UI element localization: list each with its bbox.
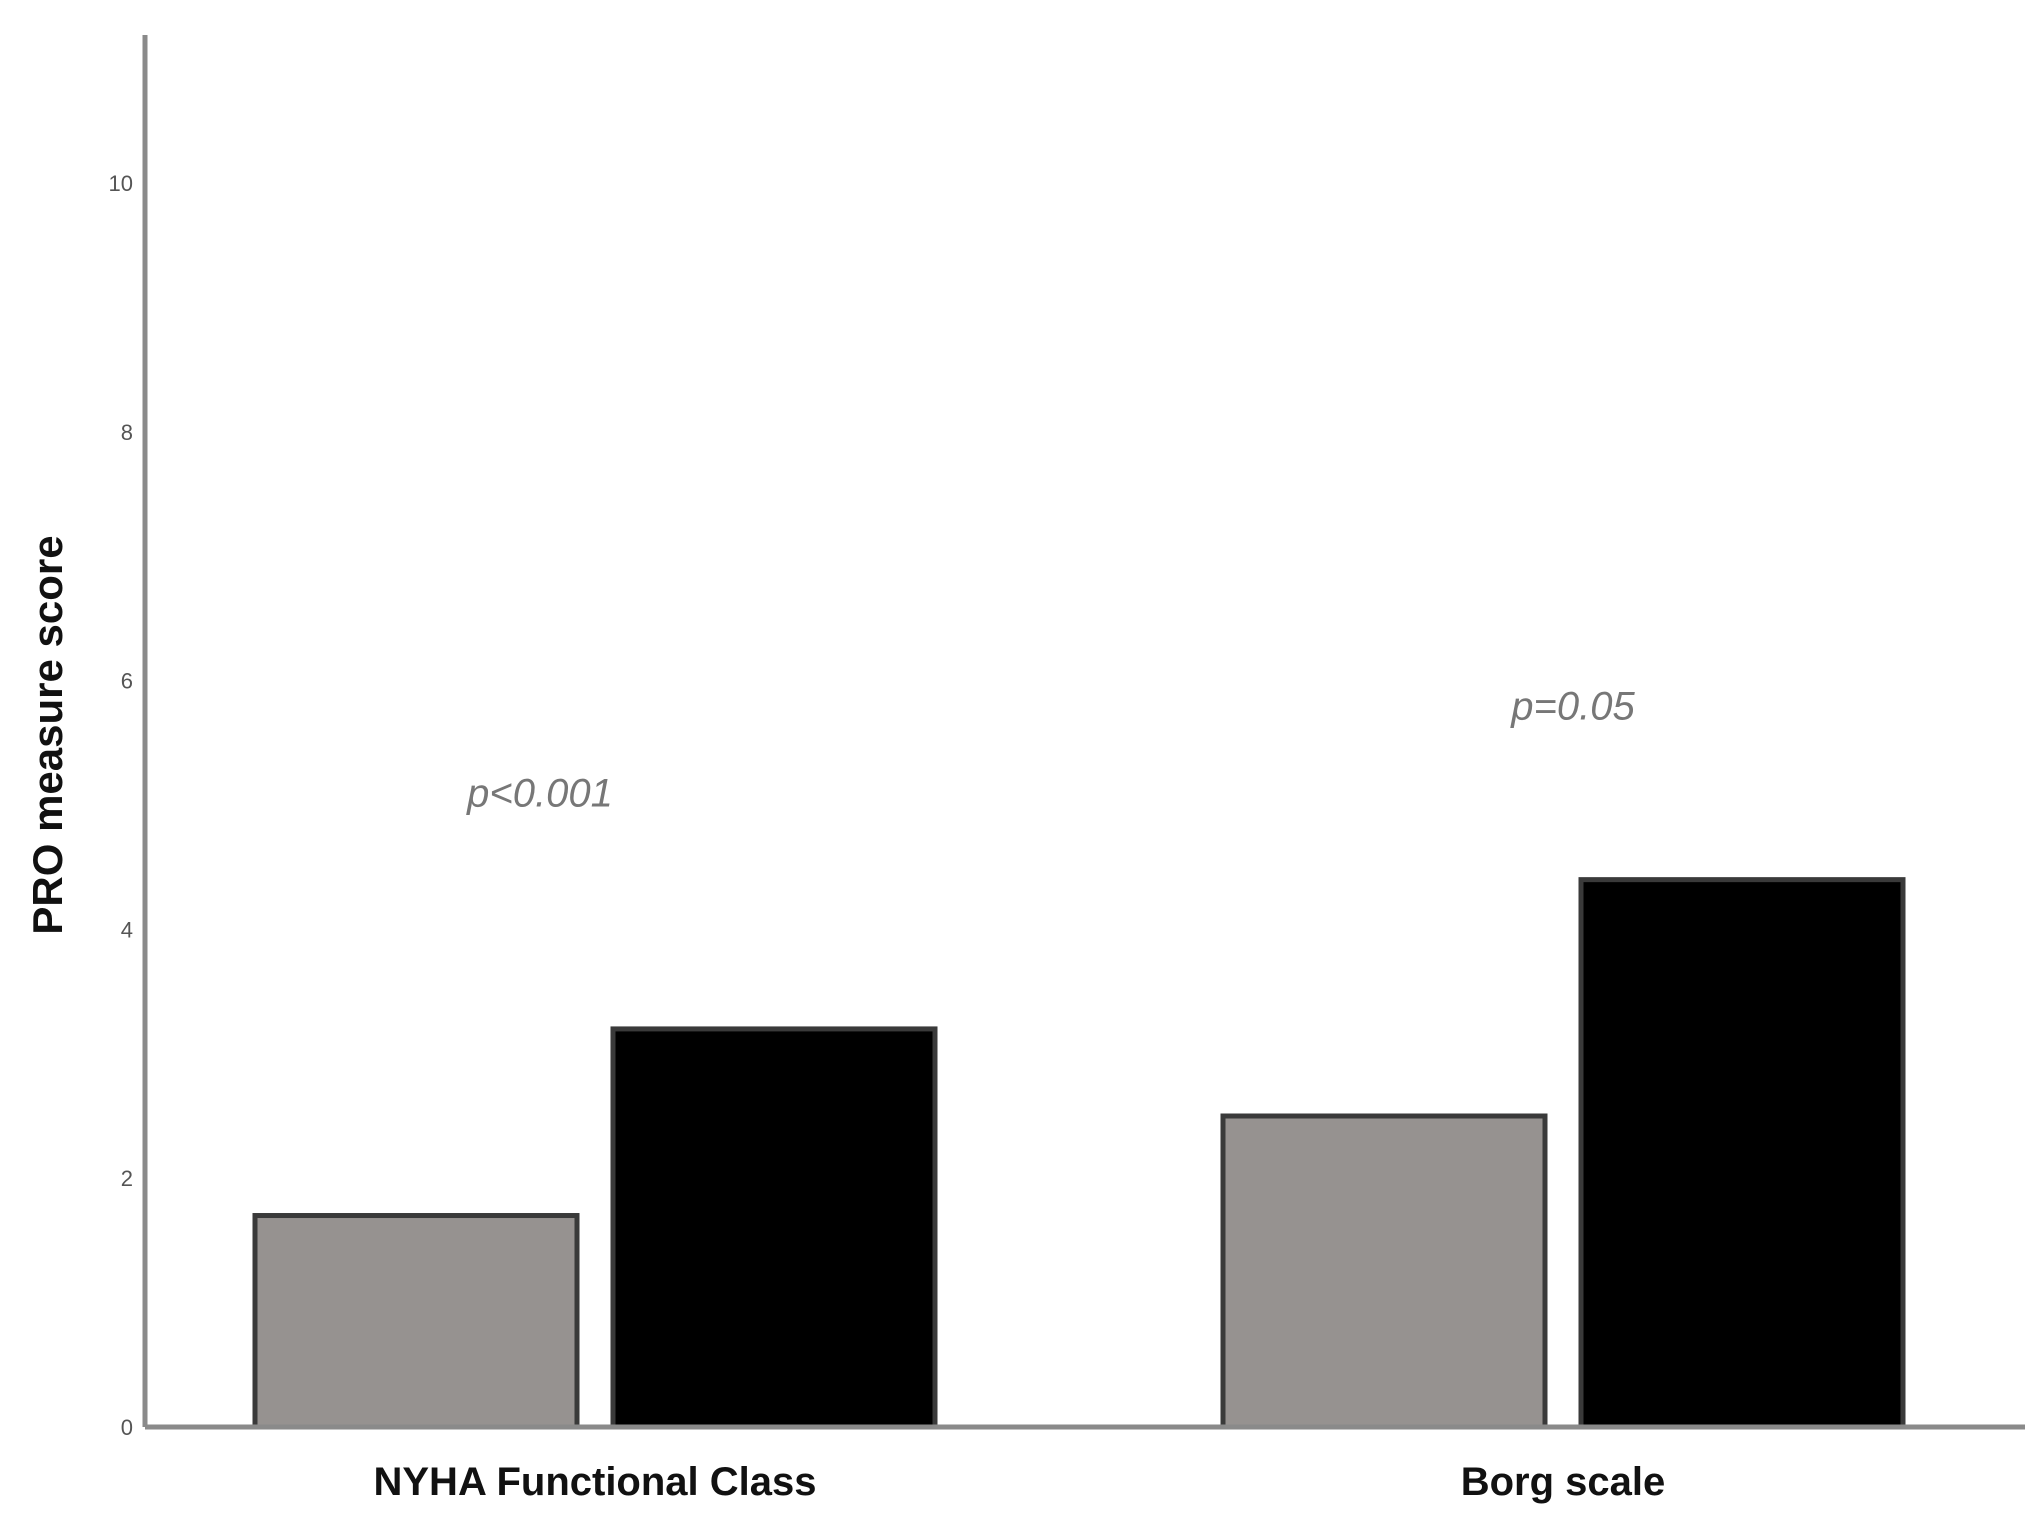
bar-nyha-series-1 bbox=[252, 1213, 580, 1430]
x-category-label-borg: Borg scale bbox=[1461, 1460, 1666, 1504]
y-tick-label-2: 2 bbox=[121, 1166, 133, 1191]
y-tick-label-6: 6 bbox=[121, 669, 133, 694]
annotations-group: p<0.001 p=0.05 bbox=[466, 684, 1635, 815]
p-value-annotation-nyha: p<0.001 bbox=[466, 772, 613, 816]
bar-borg-series-2 bbox=[1578, 877, 1906, 1430]
x-category-label-nyha: NYHA Functional Class bbox=[373, 1460, 816, 1504]
category-labels-group: NYHA Functional Class Borg scale bbox=[373, 1460, 1665, 1504]
y-tick-label-10: 10 bbox=[109, 171, 133, 196]
y-tick-label-0: 0 bbox=[121, 1415, 133, 1440]
axes-group bbox=[142, 35, 2025, 1430]
bar-borg-series-1 bbox=[1220, 1113, 1548, 1430]
y-tick-label-8: 8 bbox=[121, 420, 133, 445]
bar-nyha-series-2 bbox=[610, 1026, 938, 1430]
bars-group bbox=[252, 877, 1906, 1430]
y-axis-label: PRO measure score bbox=[24, 535, 71, 934]
y-tick-label-4: 4 bbox=[121, 917, 133, 942]
y-ticks-group: 0 2 4 6 8 10 bbox=[109, 171, 133, 1440]
p-value-annotation-borg: p=0.05 bbox=[1510, 684, 1635, 728]
